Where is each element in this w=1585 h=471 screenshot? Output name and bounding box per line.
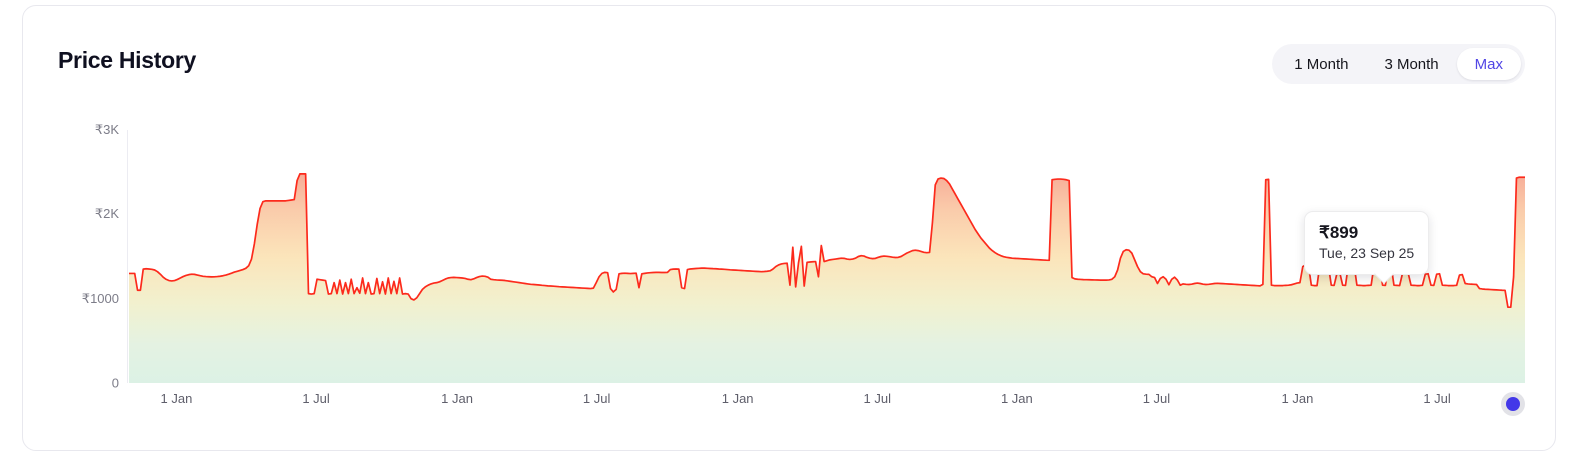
y-axis-tick-3: 0 xyxy=(111,375,119,391)
x-axis-tick-0: 1 Jan xyxy=(160,391,193,406)
price-area-svg xyxy=(129,173,1525,383)
price-tooltip: ₹899 Tue, 23 Sep 25 xyxy=(1304,211,1430,285)
range-toggle-group[interactable]: 1 Month 3 Month Max xyxy=(1272,44,1525,84)
x-axis-tick-6: 1 Jan xyxy=(1000,391,1033,406)
x-axis-tick-2: 1 Jan xyxy=(441,391,473,406)
y-axis-line xyxy=(127,130,128,383)
tooltip-date: Tue, 23 Sep 25 xyxy=(1319,245,1415,262)
plot-area[interactable] xyxy=(127,130,1525,383)
range-btn-max[interactable]: Max xyxy=(1456,48,1521,80)
selected-point-marker[interactable] xyxy=(1501,392,1525,416)
x-axis-tick-8: 1 Jan xyxy=(1281,391,1314,406)
x-axis-tick-5: 1 Jul xyxy=(863,391,891,406)
x-axis-tick-9: 1 Jul xyxy=(1423,391,1451,406)
x-axis-tick-1: 1 Jul xyxy=(302,391,330,406)
tooltip-price: ₹899 xyxy=(1319,223,1359,242)
range-btn-3-month[interactable]: 3 Month xyxy=(1366,48,1456,80)
card-header: Price History 1 Month 3 Month Max xyxy=(23,6,1555,106)
y-axis-tick-0: ₹3K xyxy=(94,122,119,137)
y-axis-tick-1: ₹2K xyxy=(94,206,119,222)
page-title: Price History xyxy=(58,47,196,73)
price-history-chart[interactable]: ₹3K ₹2K ₹1000 0 1 Jan 1 Jul 1 Ja xyxy=(23,106,1557,452)
selected-point-dot xyxy=(1506,397,1520,411)
price-history-card: Price History 1 Month 3 Month Max ₹3K ₹2K… xyxy=(22,5,1556,451)
x-axis-tick-7: 1 Jul xyxy=(1142,391,1171,406)
y-axis-tick-2: ₹1000 xyxy=(81,290,119,306)
x-axis-tick-4: 1 Jan xyxy=(721,391,754,406)
x-axis-tick-3: 1 Jul xyxy=(582,391,611,406)
x-axis-labels: 1 Jan 1 Jul 1 Jan 1 Jul 1 Jan 1 Jul 1 Jan 1 Jul… xyxy=(127,391,1525,421)
range-btn-1-month[interactable]: 1 Month xyxy=(1276,48,1366,80)
y-axis-labels: ₹3K ₹2K ₹1000 0 xyxy=(23,106,127,391)
